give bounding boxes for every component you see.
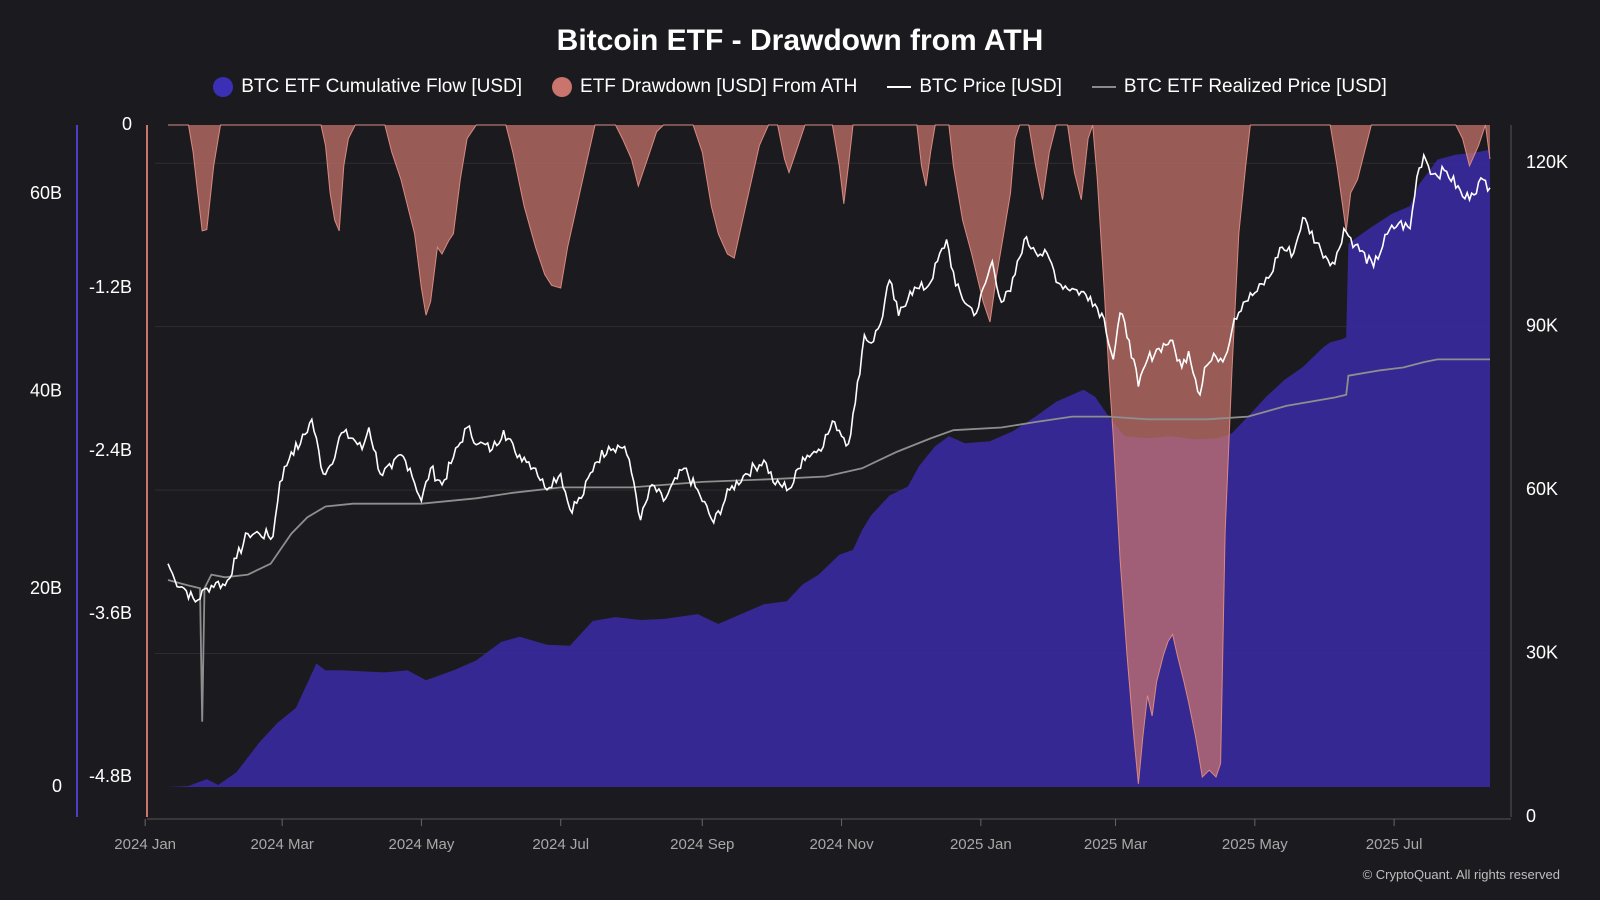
- legend-swatch-drawdown: [552, 77, 573, 97]
- drawdown-axis-tick-3: -3.6B: [89, 603, 132, 623]
- price-axis-tick-1: 30K: [1526, 642, 1558, 662]
- x-axis-tick-6: 2025 Jan: [950, 836, 1012, 853]
- x-axis-tick-3: 2024 Jul: [532, 836, 589, 853]
- legend-item-drawdown[interactable]: ETF Drawdown [USD] From ATH: [552, 76, 857, 98]
- legend-label-cumulative-flow: BTC ETF Cumulative Flow [USD]: [241, 76, 523, 97]
- legend-item-realized-price[interactable]: BTC ETF Realized Price [USD]: [1091, 76, 1387, 98]
- series-btc-price-line: [167, 152, 1491, 603]
- drawdown-axis-tick-1: -1.2B: [89, 277, 132, 297]
- legend-label-realized-price: BTC ETF Realized Price [USD]: [1123, 76, 1387, 97]
- legend-swatch-realized-price: [1091, 86, 1116, 88]
- drawdown-axis-tick-2: -2.4B: [89, 440, 132, 460]
- x-axis-tick-5: 2024 Nov: [809, 836, 874, 853]
- x-axis-tick-4: 2024 Sep: [670, 836, 734, 853]
- legend-swatch-cumulative-flow: [213, 77, 234, 97]
- flow-axis-tick-1: 20B: [30, 578, 62, 598]
- x-axis-tick-1: 2024 Mar: [250, 836, 313, 853]
- price-axis-tick-0: 0: [1526, 806, 1536, 826]
- chart-title: Bitcoin ETF - Drawdown from ATH: [556, 24, 1044, 57]
- x-axis-tick-7: 2025 Mar: [1084, 836, 1147, 853]
- drawdown-axis-tick-0: 0: [122, 114, 132, 134]
- x-axis-tick-9: 2025 Jul: [1366, 836, 1423, 853]
- drawdown-axis-tick-4: -4.8B: [89, 766, 132, 786]
- x-axis-tick-8: 2025 May: [1222, 836, 1288, 853]
- price-axis-tick-3: 90K: [1526, 315, 1558, 335]
- price-axis-tick-4: 120K: [1526, 152, 1568, 172]
- series-realized-price-line: [167, 358, 1490, 722]
- chart-legend: BTC ETF Cumulative Flow [USD] ETF Drawdo…: [0, 76, 1600, 98]
- flow-axis-tick-0: 0: [52, 776, 62, 796]
- series-cumulative-flow-area: [168, 149, 1490, 787]
- x-axis-tick-2: 2024 May: [389, 836, 455, 853]
- legend-item-cumulative-flow[interactable]: BTC ETF Cumulative Flow [USD]: [213, 76, 522, 98]
- x-axis-tick-0: 2024 Jan: [114, 836, 176, 853]
- copyright-notice: © CryptoQuant. All rights reserved: [1362, 867, 1560, 882]
- legend-item-btc-price[interactable]: BTC Price [USD]: [887, 76, 1062, 98]
- legend-label-btc-price: BTC Price [USD]: [919, 76, 1062, 97]
- flow-axis-tick-2: 40B: [30, 381, 62, 401]
- legend-swatch-btc-price: [887, 86, 912, 88]
- flow-axis-tick-3: 60B: [30, 183, 62, 203]
- legend-label-drawdown: ETF Drawdown [USD] From ATH: [580, 76, 858, 97]
- price-axis-tick-2: 60K: [1526, 479, 1558, 499]
- series-drawdown-area: [168, 125, 1490, 784]
- series-drawdown-edge: [168, 124, 1491, 784]
